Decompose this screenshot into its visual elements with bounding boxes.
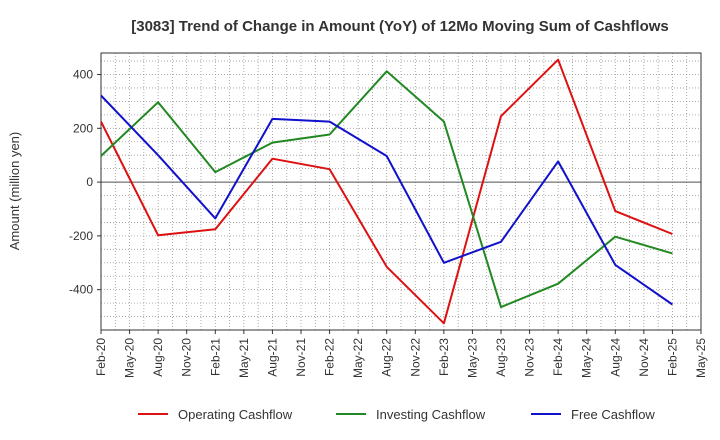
x-tick-label: May-25 xyxy=(694,338,708,378)
x-tick-label: Aug-22 xyxy=(380,338,394,377)
y-tick-label: 400 xyxy=(73,68,93,82)
y-tick-label: 0 xyxy=(86,175,93,189)
y-axis-label: Amount (million yen) xyxy=(7,132,22,251)
x-tick-label: Feb-25 xyxy=(665,338,679,376)
x-axis-ticks: Feb-20 May-20 Aug-20 Nov-20 Feb-21 May-21 Aug-… xyxy=(94,330,708,378)
x-tick-label: May-20 xyxy=(123,338,137,378)
x-tick-label: Aug-20 xyxy=(151,338,165,377)
series-line-investing-cashflow xyxy=(100,70,673,309)
x-tick-label: Nov-22 xyxy=(408,338,422,377)
x-tick-label: Nov-21 xyxy=(294,338,308,377)
x-tick-label: Aug-23 xyxy=(494,338,508,377)
y-tick-label: -400 xyxy=(69,283,93,297)
x-tick-label: Aug-21 xyxy=(265,338,279,377)
x-tick-label: Feb-22 xyxy=(323,338,337,376)
x-tick-label: Feb-20 xyxy=(94,338,108,376)
series-line-free-cashflow xyxy=(100,94,673,306)
x-tick-label: May-23 xyxy=(465,338,479,378)
chart-title: [3083] Trend of Change in Amount (YoY) o… xyxy=(131,18,669,35)
x-tick-label: May-24 xyxy=(580,338,594,378)
y-tick-label: 200 xyxy=(73,121,93,135)
x-tick-label: May-21 xyxy=(237,338,251,378)
x-tick-label: May-22 xyxy=(351,338,365,378)
series-lines xyxy=(100,58,673,325)
series-line-operating-cashflow xyxy=(100,58,673,325)
x-tick-label: Feb-24 xyxy=(551,338,565,376)
y-axis-ticks: -400 -200 0 200 400 xyxy=(69,68,101,297)
legend-label-operating-cashflow: Operating Cashflow xyxy=(178,407,293,422)
x-tick-label: Nov-20 xyxy=(180,338,194,377)
x-tick-label: Nov-24 xyxy=(637,338,651,377)
x-tick-label: Aug-24 xyxy=(608,338,622,377)
legend-label-free-cashflow: Free Cashflow xyxy=(571,407,655,422)
legend-label-investing-cashflow: Investing Cashflow xyxy=(376,407,486,422)
y-tick-label: -200 xyxy=(69,229,93,243)
x-tick-label: Nov-23 xyxy=(523,338,537,377)
x-tick-label: Feb-21 xyxy=(208,338,222,376)
x-tick-label: Feb-23 xyxy=(437,338,451,376)
plot-frame xyxy=(100,52,702,331)
legend: Operating Cashflow Investing Cashflow Free… xyxy=(138,407,655,422)
